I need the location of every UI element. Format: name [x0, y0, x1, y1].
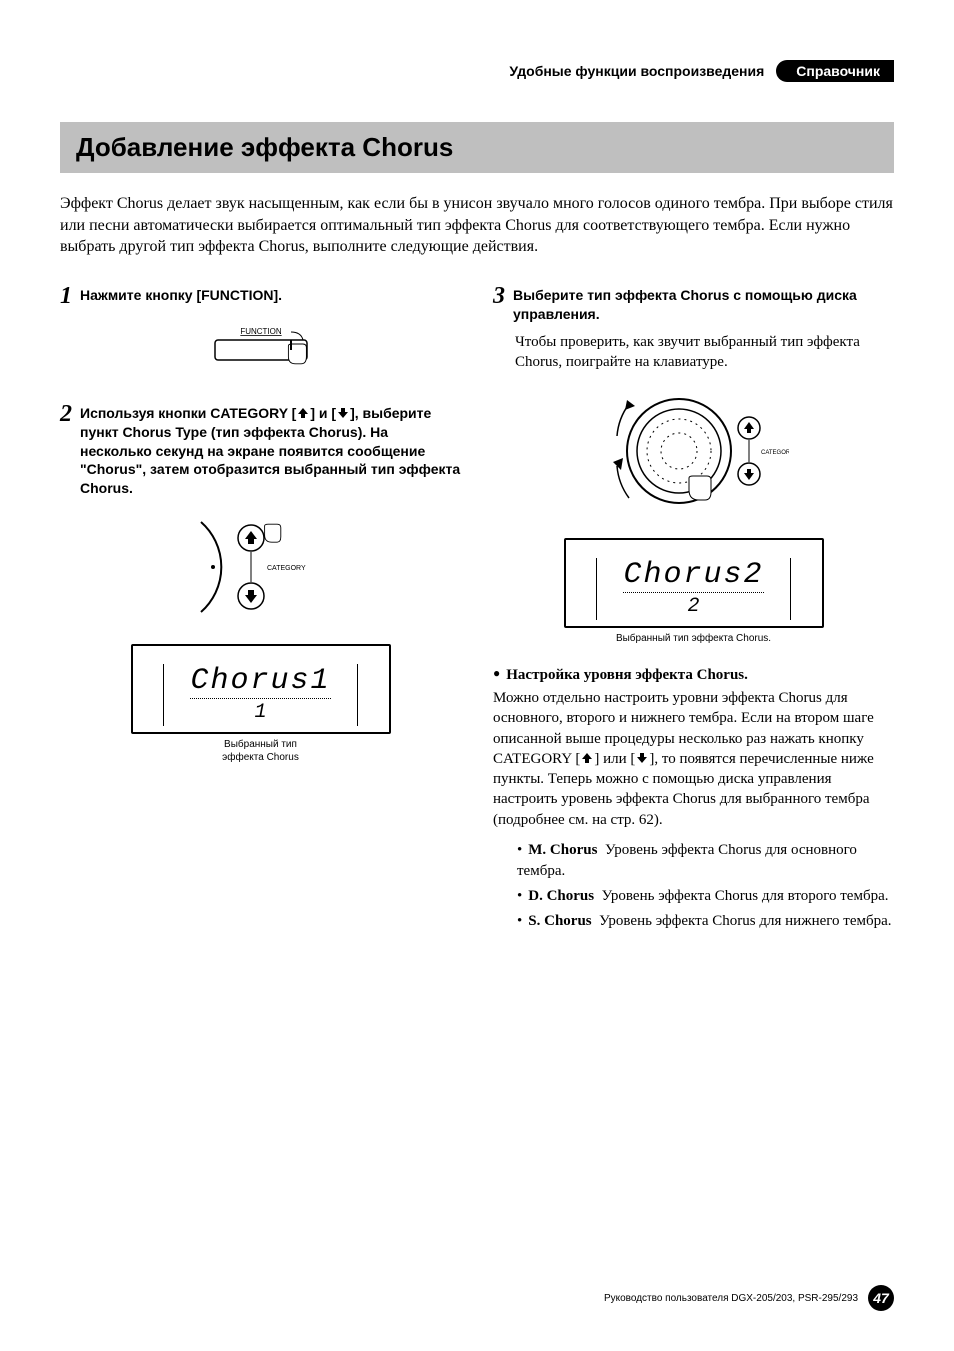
svg-text:CATEGORY: CATEGORY — [267, 565, 306, 572]
lcd2-main: Chorus2 — [623, 558, 763, 593]
step2-text-a: Используя кнопки CATEGORY [ — [80, 405, 296, 421]
step-3: 3 Выберите тип эффекта Chorus с помощью … — [493, 286, 894, 645]
bullet-list: M. Chorus Уровень эффекта Chorus для осн… — [493, 840, 894, 932]
footer-text: Руководство пользователя DGX-205/203, PS… — [604, 1293, 858, 1304]
page-header: Удобные функции воспроизведения Справочн… — [60, 60, 894, 82]
header-subtitle: Удобные функции воспроизведения — [509, 63, 764, 79]
step-number: 3 — [493, 284, 505, 308]
function-button-figure: FUNCTION — [60, 322, 461, 382]
list-item: D. Chorus Уровень эффекта Chorus для вто… — [517, 886, 894, 907]
subsection-heading: Настройка уровня эффекта Chorus. — [493, 667, 894, 684]
category-up-icon — [296, 406, 310, 420]
lcd-display-2: Chorus2 2 — [564, 538, 824, 628]
lcd2-caption: Выбранный тип эффекта Chorus. — [493, 632, 894, 645]
step-number: 1 — [60, 284, 72, 308]
lcd1-sub: 1 — [190, 701, 330, 724]
left-column: 1 Нажмите кнопку [FUNCTION]. FUNCTION — [60, 286, 461, 936]
category-down-icon — [336, 406, 350, 420]
lcd1-caption: Выбранный тип эффекта Chorus — [60, 738, 461, 764]
bullet-label: M. Chorus — [528, 842, 597, 858]
step-number: 2 — [60, 402, 72, 426]
content-columns: 1 Нажмите кнопку [FUNCTION]. FUNCTION — [60, 286, 894, 936]
step-2: 2 Используя кнопки CATEGORY [] и [], выб… — [60, 404, 461, 764]
category-down-icon — [635, 751, 649, 765]
bullet-text: Уровень эффекта Chorus для второго тембр… — [602, 888, 889, 904]
function-label-svg: FUNCTION — [240, 327, 282, 336]
subsection-paragraph: Можно отдельно настроить уровни эффекта … — [493, 688, 894, 830]
svg-text:CATEGORY: CATEGORY — [761, 450, 789, 456]
step-instruction: Используя кнопки CATEGORY [] и [], выбер… — [80, 404, 461, 498]
page-footer: Руководство пользователя DGX-205/203, PS… — [604, 1285, 894, 1311]
bullet-text: Уровень эффекта Chorus для нижнего тембр… — [599, 913, 891, 929]
lcd1-main: Chorus1 — [190, 664, 330, 699]
sub-para-b: ] или [ — [594, 751, 635, 767]
header-badge: Справочник — [776, 60, 894, 82]
list-item: S. Chorus Уровень эффекта Chorus для ниж… — [517, 911, 894, 932]
dial-figure: CATEGORY — [493, 386, 894, 516]
lcd2-sub: 2 — [623, 595, 763, 618]
list-item: M. Chorus Уровень эффекта Chorus для осн… — [517, 840, 894, 882]
step-1: 1 Нажмите кнопку [FUNCTION]. FUNCTION — [60, 286, 461, 382]
step2-text-b: ] и [ — [310, 405, 336, 421]
category-up-icon — [580, 751, 594, 765]
right-column: 3 Выберите тип эффекта Chorus с помощью … — [493, 286, 894, 936]
bullet-label: S. Chorus — [528, 913, 591, 929]
step-instruction: Нажмите кнопку [FUNCTION]. — [80, 286, 282, 305]
step3-body: Чтобы проверить, как звучит выбранный ти… — [515, 332, 894, 373]
bullet-label: D. Chorus — [528, 888, 594, 904]
lcd-display-1: Chorus1 1 — [131, 644, 391, 734]
step-instruction: Выберите тип эффекта Chorus с помощью ди… — [513, 286, 894, 324]
page-number: 47 — [868, 1285, 894, 1311]
section-title: Добавление эффекта Chorus — [60, 122, 894, 173]
category-buttons-figure: CATEGORY — [60, 512, 461, 622]
section-intro: Эффект Chorus делает звук насыщенным, ка… — [60, 193, 894, 258]
